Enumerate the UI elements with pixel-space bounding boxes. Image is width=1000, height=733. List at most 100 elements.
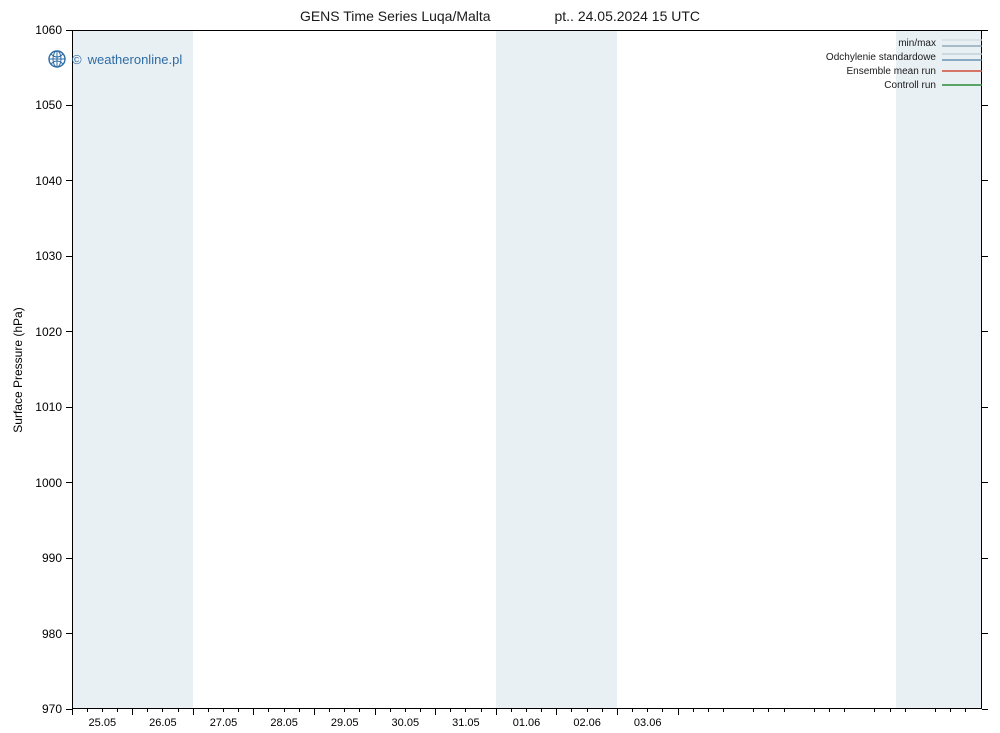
y-tick xyxy=(982,105,988,106)
y-tick xyxy=(66,180,72,181)
x-tick xyxy=(678,709,679,715)
x-minor-tick xyxy=(511,709,512,712)
x-minor-tick xyxy=(602,709,603,712)
x-minor-tick xyxy=(87,709,88,712)
x-minor-tick xyxy=(526,709,527,712)
legend-label: Controll run xyxy=(884,80,936,91)
x-minor-tick xyxy=(784,709,785,712)
y-axis-label: Surface Pressure (hPa) xyxy=(11,307,25,432)
x-minor-tick xyxy=(571,709,572,712)
x-minor-tick xyxy=(647,709,648,712)
x-tick-label: 28.05 xyxy=(270,717,298,729)
x-tick xyxy=(253,709,254,715)
x-minor-tick xyxy=(587,709,588,712)
x-minor-tick xyxy=(829,709,830,712)
legend-item: Odchylenie standardowe xyxy=(826,50,982,64)
x-minor-tick xyxy=(405,709,406,712)
y-tick xyxy=(982,407,988,408)
x-tick xyxy=(72,709,73,715)
x-minor-tick xyxy=(950,709,951,712)
x-minor-tick xyxy=(693,709,694,712)
legend-item: min/max xyxy=(826,36,982,50)
y-tick xyxy=(66,407,72,408)
x-minor-tick xyxy=(162,709,163,712)
x-minor-tick xyxy=(359,709,360,712)
watermark-prefix: © xyxy=(72,52,82,67)
y-tick-label: 990 xyxy=(42,551,62,565)
y-tick-label: 1020 xyxy=(35,325,62,339)
x-minor-tick xyxy=(844,709,845,712)
legend-swatch xyxy=(942,52,982,62)
x-minor-tick xyxy=(708,709,709,712)
x-minor-tick xyxy=(935,709,936,712)
y-tick xyxy=(982,633,988,634)
x-minor-tick xyxy=(965,709,966,712)
legend-swatch xyxy=(942,66,982,76)
x-minor-tick xyxy=(147,709,148,712)
chart-title-left: GENS Time Series Luqa/Malta xyxy=(300,8,491,24)
x-minor-tick xyxy=(753,709,754,712)
x-minor-tick xyxy=(102,709,103,712)
y-tick xyxy=(66,256,72,257)
globe-icon xyxy=(48,50,66,68)
x-minor-tick xyxy=(768,709,769,712)
y-tick-label: 1030 xyxy=(35,249,62,263)
legend-swatch xyxy=(942,80,982,90)
y-tick-label: 980 xyxy=(42,627,62,641)
x-tick-label: 02.06 xyxy=(573,717,601,729)
x-minor-tick xyxy=(268,709,269,712)
x-tick xyxy=(375,709,376,715)
y-tick xyxy=(66,482,72,483)
plot-area xyxy=(72,30,982,709)
y-tick-label: 1050 xyxy=(35,98,62,112)
y-tick xyxy=(66,331,72,332)
x-minor-tick xyxy=(481,709,482,712)
x-tick-label: 25.05 xyxy=(89,717,117,729)
x-minor-tick xyxy=(662,709,663,712)
x-minor-tick xyxy=(284,709,285,712)
x-tick xyxy=(435,709,436,715)
chart-title-row: GENS Time Series Luqa/Malta pt.. 24.05.2… xyxy=(0,8,1000,24)
x-minor-tick xyxy=(890,709,891,712)
legend-label: Ensemble mean run xyxy=(847,66,937,77)
x-minor-tick xyxy=(874,709,875,712)
x-minor-tick xyxy=(905,709,906,712)
y-tick xyxy=(982,482,988,483)
legend-label: min/max xyxy=(898,38,936,49)
y-tick-label: 970 xyxy=(42,702,62,716)
x-minor-tick xyxy=(178,709,179,712)
y-tick xyxy=(982,256,988,257)
x-minor-tick xyxy=(117,709,118,712)
chart-title-right: pt.. 24.05.2024 15 UTC xyxy=(554,8,700,24)
y-tick xyxy=(66,633,72,634)
x-minor-tick xyxy=(450,709,451,712)
y-tick xyxy=(982,558,988,559)
x-minor-tick xyxy=(329,709,330,712)
x-tick-label: 27.05 xyxy=(210,717,238,729)
x-minor-tick xyxy=(814,709,815,712)
x-tick-label: 31.05 xyxy=(452,717,480,729)
y-tick xyxy=(982,709,988,710)
y-tick-label: 1040 xyxy=(35,174,62,188)
x-tick-label: 26.05 xyxy=(149,717,177,729)
y-tick xyxy=(982,331,988,332)
chart-container: GENS Time Series Luqa/Malta pt.. 24.05.2… xyxy=(0,0,1000,733)
watermark: © weatheronline.pl xyxy=(48,50,182,68)
x-minor-tick xyxy=(238,709,239,712)
x-tick xyxy=(556,709,557,715)
x-minor-tick xyxy=(299,709,300,712)
legend-label: Odchylenie standardowe xyxy=(826,52,936,63)
x-tick-label: 01.06 xyxy=(513,717,541,729)
x-minor-tick xyxy=(541,709,542,712)
y-tick xyxy=(982,180,988,181)
x-tick xyxy=(617,709,618,715)
x-minor-tick xyxy=(723,709,724,712)
legend: min/max Odchylenie standardowe Ensemble me… xyxy=(826,36,982,92)
plot-border xyxy=(72,30,982,709)
legend-item: Ensemble mean run xyxy=(826,64,982,78)
y-tick xyxy=(66,558,72,559)
x-tick xyxy=(496,709,497,715)
x-tick-label: 29.05 xyxy=(331,717,359,729)
legend-swatch xyxy=(942,38,982,48)
y-tick-label: 1010 xyxy=(35,400,62,414)
